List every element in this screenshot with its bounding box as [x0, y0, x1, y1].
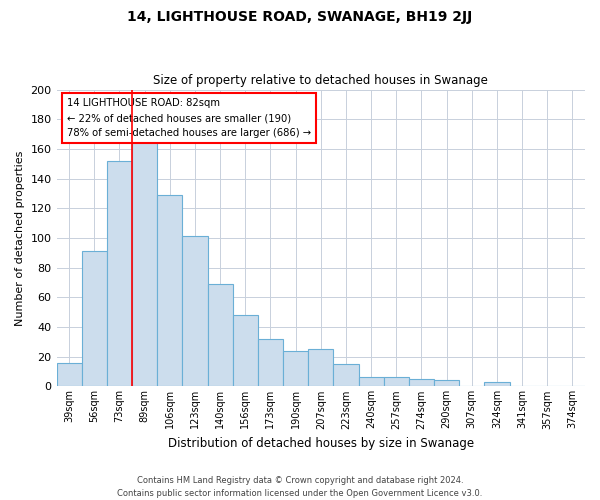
Bar [258, 339, 283, 386]
Title: Size of property relative to detached houses in Swanage: Size of property relative to detached ho… [154, 74, 488, 87]
Bar [359, 378, 383, 386]
Text: Contains HM Land Registry data © Crown copyright and database right 2024.
Contai: Contains HM Land Registry data © Crown c… [118, 476, 482, 498]
Y-axis label: Number of detached properties: Number of detached properties [15, 150, 25, 326]
X-axis label: Distribution of detached houses by size in Swanage: Distribution of detached houses by size … [168, 437, 474, 450]
Bar [334, 364, 359, 386]
Bar [208, 284, 233, 386]
Bar [82, 252, 107, 386]
Bar [182, 236, 208, 386]
Text: 14, LIGHTHOUSE ROAD, SWANAGE, BH19 2JJ: 14, LIGHTHOUSE ROAD, SWANAGE, BH19 2JJ [127, 10, 473, 24]
Bar [283, 351, 308, 386]
Bar [157, 195, 182, 386]
Bar [56, 362, 82, 386]
Bar [383, 378, 409, 386]
Bar [484, 382, 509, 386]
Text: 14 LIGHTHOUSE ROAD: 82sqm
← 22% of detached houses are smaller (190)
78% of semi: 14 LIGHTHOUSE ROAD: 82sqm ← 22% of detac… [67, 98, 311, 138]
Bar [434, 380, 459, 386]
Bar [132, 142, 157, 386]
Bar [233, 315, 258, 386]
Bar [107, 161, 132, 386]
Bar [308, 350, 334, 387]
Bar [409, 379, 434, 386]
